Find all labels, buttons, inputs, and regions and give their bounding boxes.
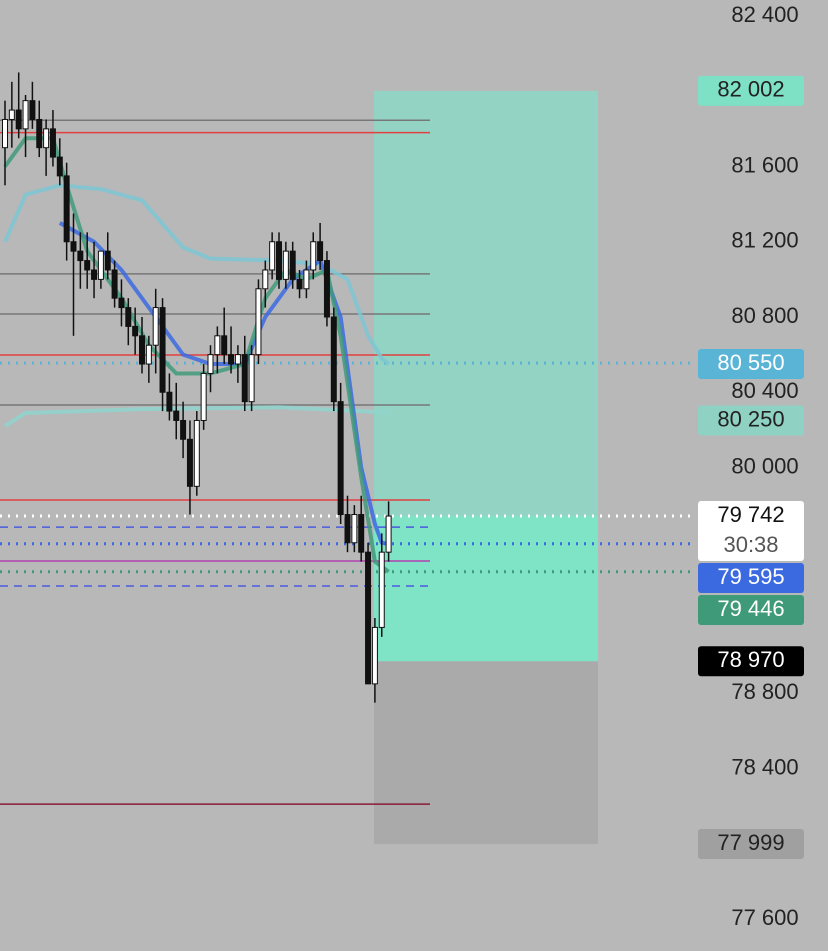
candle-body (228, 354, 235, 365)
candle-body (56, 156, 63, 177)
price-badge-label: 78 970 (717, 647, 784, 672)
y-tick-label: 77 600 (731, 905, 798, 930)
candle-body (63, 175, 70, 243)
candle-body (310, 241, 317, 271)
candle-body (351, 514, 358, 544)
candle-body (269, 241, 276, 271)
candle-body (193, 419, 200, 487)
candle-body (296, 278, 303, 290)
price-badge-label: 79 595 (717, 564, 784, 589)
candle-body (289, 250, 296, 280)
candle-body (186, 438, 193, 487)
candle-body (70, 241, 77, 252)
candle-body (84, 260, 91, 271)
candle-body (77, 250, 84, 262)
candle-body (97, 250, 104, 280)
candle-body (22, 100, 29, 130)
candle-body (49, 128, 56, 158)
y-tick-label: 81 200 (731, 228, 798, 253)
candle-body (180, 419, 187, 440)
candle-body (145, 344, 152, 365)
price-badge (698, 646, 804, 677)
candle-body (262, 269, 269, 290)
y-tick-label: 78 800 (731, 679, 798, 704)
open-profit-zone (374, 516, 598, 662)
candle-body (207, 354, 214, 374)
candle-body (344, 514, 351, 544)
loss-zone (374, 661, 598, 844)
price-badge-label: 79 742 (717, 502, 784, 527)
y-tick-label: 80 000 (731, 453, 798, 478)
candle-body (166, 391, 173, 412)
candle-body (330, 316, 337, 403)
candle-body (234, 354, 241, 365)
candle-body (371, 626, 378, 685)
candle-body (337, 401, 344, 516)
candle-body (36, 118, 43, 149)
candle-body (152, 307, 159, 346)
candle-body (125, 307, 132, 327)
price-badge (698, 595, 804, 626)
candle-body (15, 109, 22, 130)
y-tick-label: 78 400 (731, 754, 798, 779)
candle-body (385, 515, 392, 553)
candle-body (214, 335, 221, 356)
price-badge (698, 828, 804, 859)
candle-body (241, 354, 248, 403)
candle-body (132, 325, 139, 337)
candle-body (200, 372, 207, 421)
y-tick-label: 80 800 (731, 303, 798, 328)
candle-body (104, 250, 111, 271)
indicator-line (3, 405, 389, 428)
candle-body (159, 307, 166, 393)
candle-body (323, 260, 330, 318)
price-badge-label: 82 002 (717, 77, 784, 102)
candle-body (365, 551, 372, 685)
y-tick-label: 81 600 (731, 152, 798, 177)
price-badge (698, 349, 804, 380)
candle-body (43, 128, 50, 149)
price-badge-label: 80 250 (717, 406, 784, 431)
price-badge-label: 77 999 (717, 830, 784, 855)
candle-body (248, 354, 255, 403)
countdown: 30:38 (723, 532, 778, 557)
candle-body (118, 297, 125, 309)
candle-body (173, 410, 180, 421)
candle-body (282, 250, 289, 280)
candle-body (255, 288, 262, 356)
candle-body (29, 100, 36, 120)
candle-body (378, 551, 385, 628)
indicator-line (58, 221, 389, 546)
candle-body (317, 241, 324, 262)
candle-body (8, 109, 15, 120)
candle-body (303, 269, 310, 290)
candle-body (2, 118, 8, 149)
candle-body (91, 269, 98, 280)
price-badge (698, 563, 804, 594)
price-badge (698, 405, 804, 436)
price-badge (698, 75, 804, 106)
candle-body (276, 241, 282, 280)
y-tick-label: 80 400 (731, 378, 798, 403)
candle-body (358, 514, 365, 553)
candle-body (139, 335, 145, 365)
price-badge-label: 80 550 (717, 350, 784, 375)
candle-body (111, 269, 118, 299)
y-tick-label: 82 400 (731, 2, 798, 27)
price-badge-label: 79 446 (717, 596, 784, 621)
price-badge (698, 501, 804, 562)
candle-body (221, 335, 228, 356)
